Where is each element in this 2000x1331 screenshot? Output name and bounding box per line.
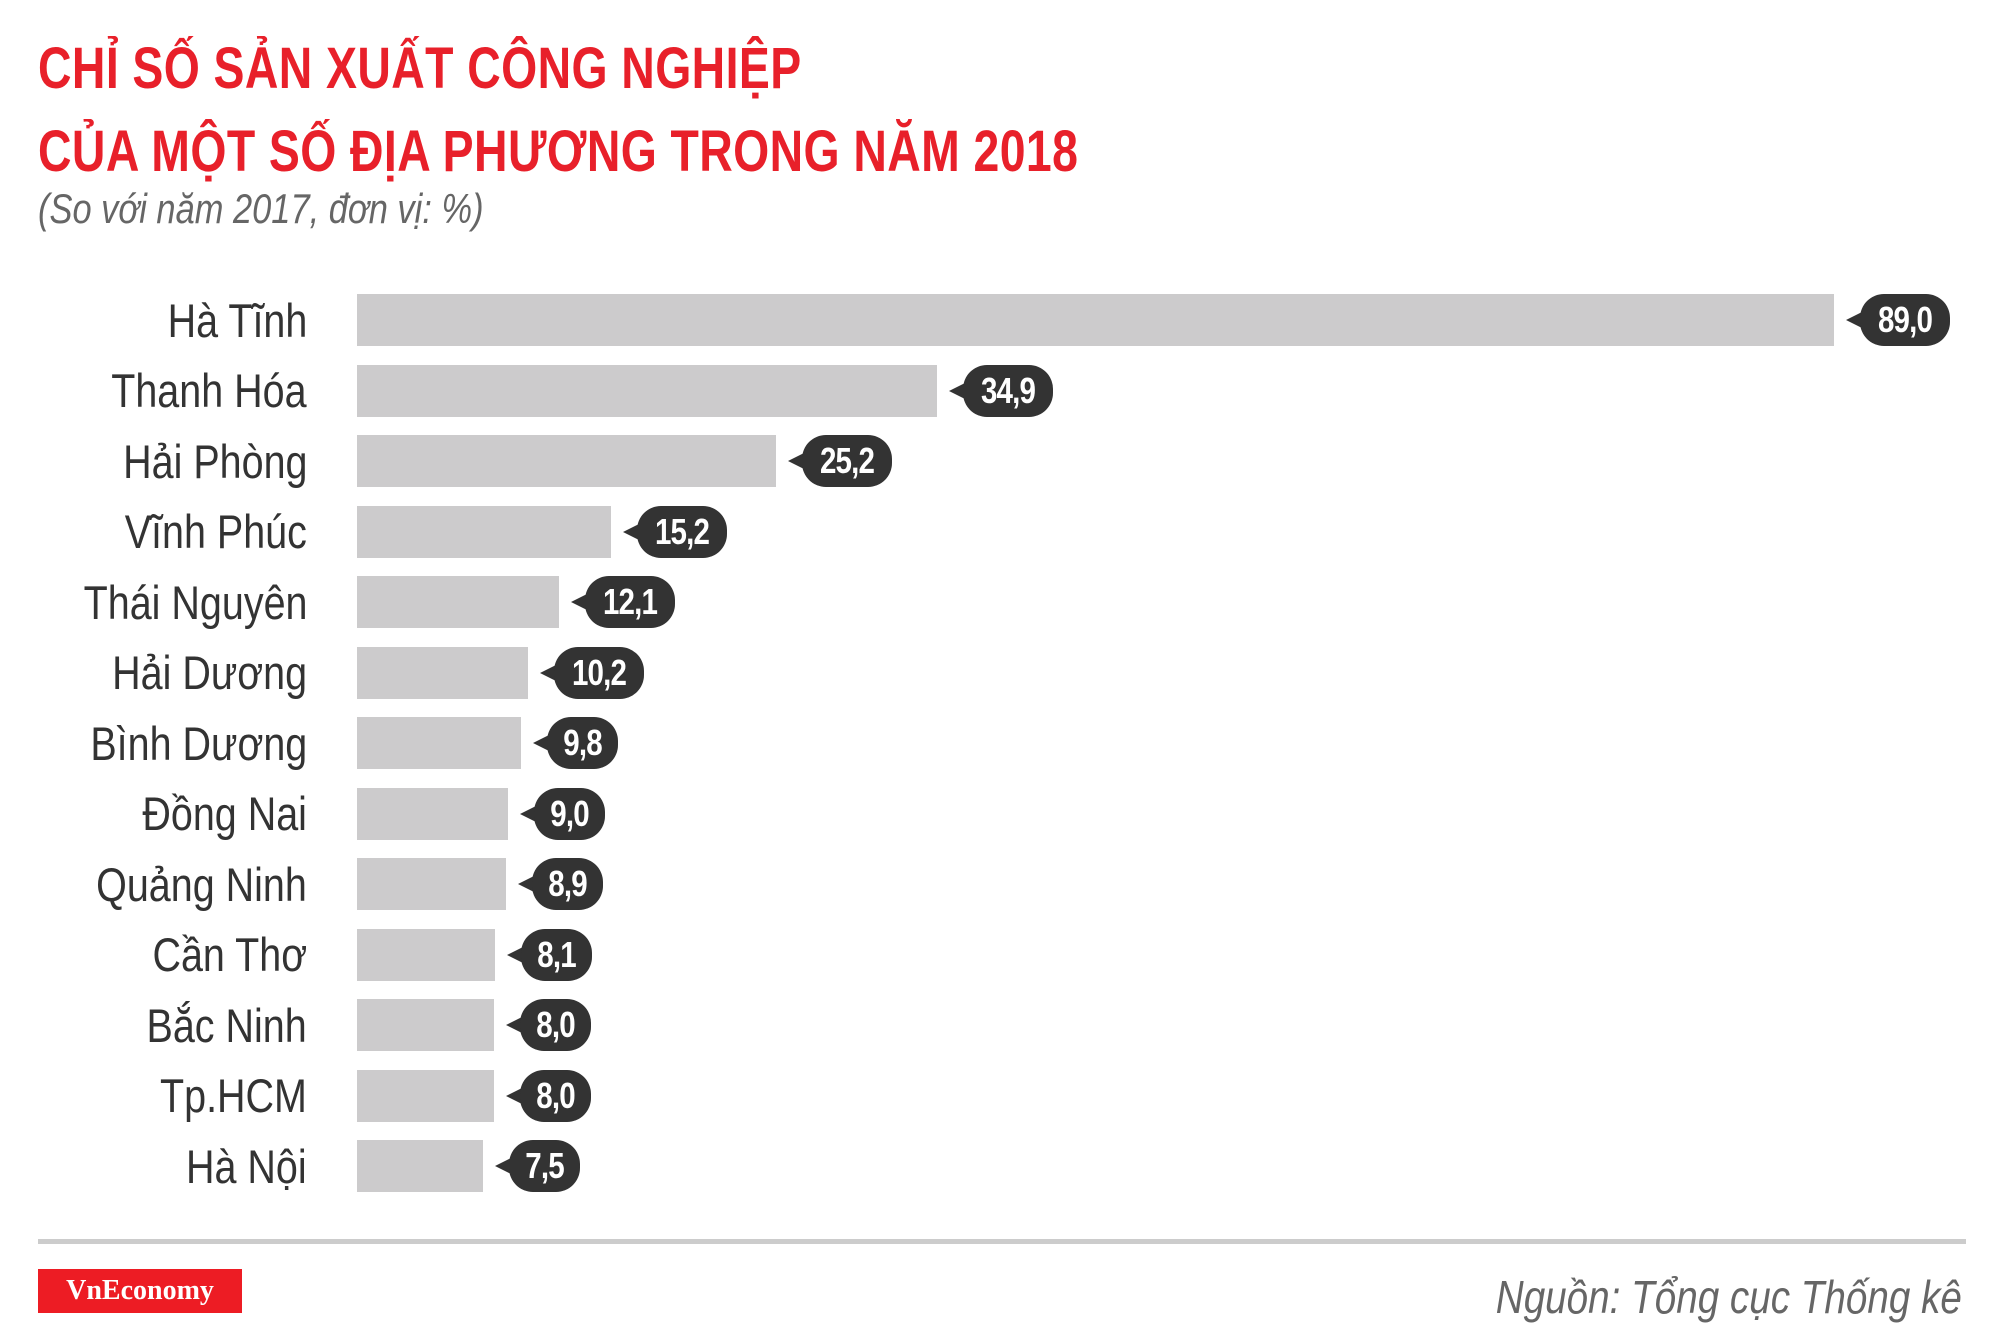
badge-body: 12,1 [585,576,676,628]
value-label: 89,0 [1877,299,1933,340]
bar [357,576,559,628]
bar [357,858,506,910]
value-label: 8,1 [537,933,576,975]
value-label: 9,0 [550,792,589,834]
chart-row: Vĩnh Phúc 15,2 [0,505,2000,558]
chart-row: Hải Dương 10,2 [0,646,2000,699]
category-label: Đồng Nai [142,787,307,840]
badge-pointer-icon [506,1086,524,1105]
chart-row: Hà Nội 7,5 [0,1139,2000,1193]
bar [357,294,1834,346]
badge-body: 10,2 [554,646,645,699]
bar [357,646,528,699]
category-label: Bắc Ninh [146,998,307,1052]
category-label: Hải Dương [112,646,307,699]
badge-body: 8,0 [520,999,592,1051]
badge-pointer-icon [495,1157,513,1175]
source-note: Nguồn: Tổng cục Thống kê [1495,1271,1962,1323]
chart-title-line-1: CHỈ SỐ SẢN XUẤT CÔNG NGHIỆP [38,36,802,101]
value-label: 15,2 [654,510,710,552]
badge-pointer-icon [1846,311,1864,329]
value-badge: 8,0 [506,999,592,1051]
value-label: 34,9 [980,369,1036,411]
value-badge: 8,9 [518,858,604,910]
bar [357,435,776,487]
value-badge: 89,0 [1846,294,1951,346]
value-badge: 12,1 [571,576,676,628]
category-label: Quảng Ninh [96,857,307,911]
badge-pointer-icon [533,734,551,752]
chart-row: Hải Phòng 25,2 [0,434,2000,488]
category-label: Hà Tĩnh [167,293,307,347]
value-badge: 9,8 [533,717,619,769]
bar [357,1069,494,1122]
badge-pointer-icon [520,804,538,823]
value-label: 8,9 [548,863,587,904]
badge-pointer-icon [623,522,641,541]
value-badge: 9,0 [520,787,606,840]
value-badge: 34,9 [949,364,1054,417]
badge-body: 15,2 [637,505,728,558]
badge-pointer-icon [507,945,525,964]
badge-body: 25,2 [802,435,893,487]
value-label: 9,8 [563,722,602,763]
value-label: 7,5 [525,1145,564,1186]
value-label: 8,0 [536,1004,575,1045]
value-badge: 8,1 [507,928,593,981]
badge-pointer-icon [506,1016,524,1034]
bar [357,1140,483,1192]
category-label: Tp.HCM [160,1069,307,1122]
badge-pointer-icon [518,875,536,893]
badge-body: 8,1 [521,928,593,981]
badge-pointer-icon [571,593,589,611]
chart-row: Bình Dương 9,8 [0,716,2000,770]
value-badge: 8,0 [506,1069,592,1122]
bar [357,717,521,769]
chart-row: Quảng Ninh 8,9 [0,857,2000,911]
badge-body: 9,0 [534,787,606,840]
chart-row: Bắc Ninh 8,0 [0,998,2000,1052]
bar [357,928,495,981]
chart-row: Thái Nguyên 12,1 [0,575,2000,629]
badge-pointer-icon [788,452,806,470]
vneconomy-logo: VnEconomy [38,1269,242,1313]
bar [357,364,937,417]
category-label: Vĩnh Phúc [124,505,307,558]
category-label: Thanh Hóa [111,364,307,417]
value-label: 10,2 [571,651,627,693]
value-label: 8,0 [536,1074,575,1116]
category-label: Hà Nội [186,1139,307,1193]
value-badge: 10,2 [540,646,645,699]
bar [357,999,494,1051]
chart-row: Thanh Hóa 34,9 [0,364,2000,417]
footer-divider [38,1239,1966,1244]
chart-row: Cần Thơ 8,1 [0,928,2000,981]
badge-body: 8,0 [520,1069,592,1122]
bar [357,505,611,558]
chart-row: Đồng Nai 9,0 [0,787,2000,840]
badge-body: 9,8 [547,717,619,769]
badge-body: 7,5 [509,1140,581,1192]
value-label: 12,1 [602,581,658,622]
badge-pointer-icon [540,663,558,682]
value-badge: 25,2 [788,435,893,487]
value-badge: 15,2 [623,505,728,558]
value-label: 25,2 [819,440,875,481]
chart-row: Tp.HCM 8,0 [0,1069,2000,1122]
category-label: Bình Dương [90,716,307,770]
chart-subtitle: (So với năm 2017, đơn vị: %) [38,185,484,232]
category-label: Thái Nguyên [83,575,307,629]
bar [357,787,508,840]
chart-row: Hà Tĩnh 89,0 [0,293,2000,347]
category-label: Hải Phòng [122,434,307,488]
value-badge: 7,5 [495,1140,581,1192]
badge-body: 34,9 [963,364,1054,417]
badge-body: 89,0 [1860,294,1951,346]
badge-pointer-icon [949,381,967,400]
badge-body: 8,9 [532,858,604,910]
category-label: Cần Thơ [152,928,307,981]
chart-title-line-2: CỦA MỘT SỐ ĐỊA PHƯƠNG TRONG NĂM 2018 [38,119,1079,184]
